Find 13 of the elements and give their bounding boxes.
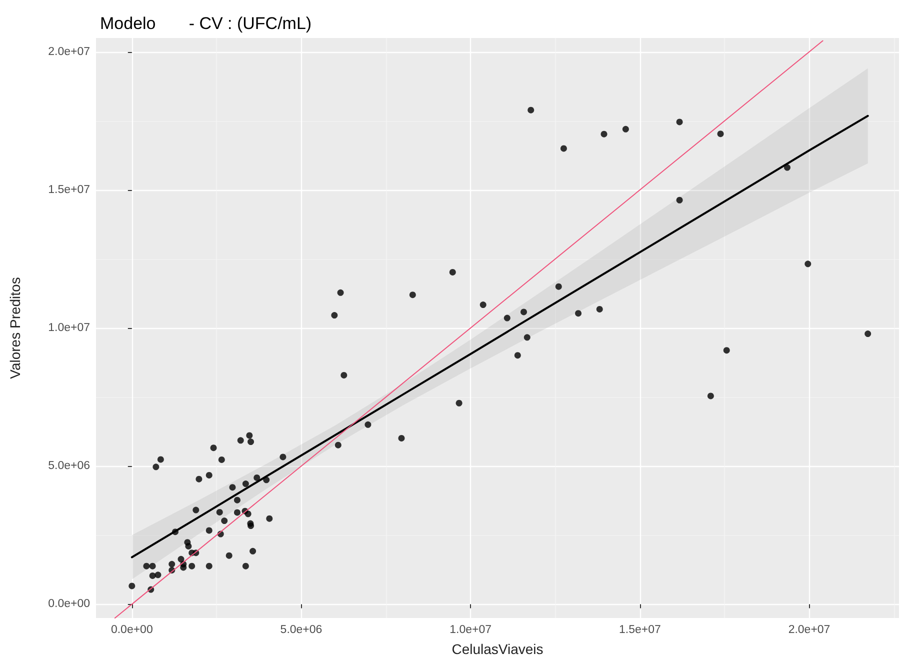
x-tick-label: 2.0e+07 bbox=[788, 624, 830, 636]
y-tick-label: 0.0e+00 bbox=[48, 598, 90, 610]
y-tick-label: 5.0e+06 bbox=[48, 460, 90, 472]
x-tick-label: 1.5e+07 bbox=[618, 624, 661, 636]
y-axis-title: Valores Preditos bbox=[7, 277, 23, 379]
y-tick-label: 2.0e+07 bbox=[48, 46, 90, 58]
x-tick-label: 0.0e+00 bbox=[110, 624, 153, 636]
y-tick-label: 1.0e+07 bbox=[48, 322, 90, 334]
chart-title: Modelo - CV : (UFC/mL) bbox=[100, 14, 312, 33]
y-tick-label: 1.5e+07 bbox=[48, 184, 90, 196]
x-axis-title: CelulasViaveis bbox=[452, 641, 544, 657]
x-tick-label: 5.0e+06 bbox=[280, 624, 322, 636]
x-tick-label: 1.0e+07 bbox=[450, 624, 492, 636]
